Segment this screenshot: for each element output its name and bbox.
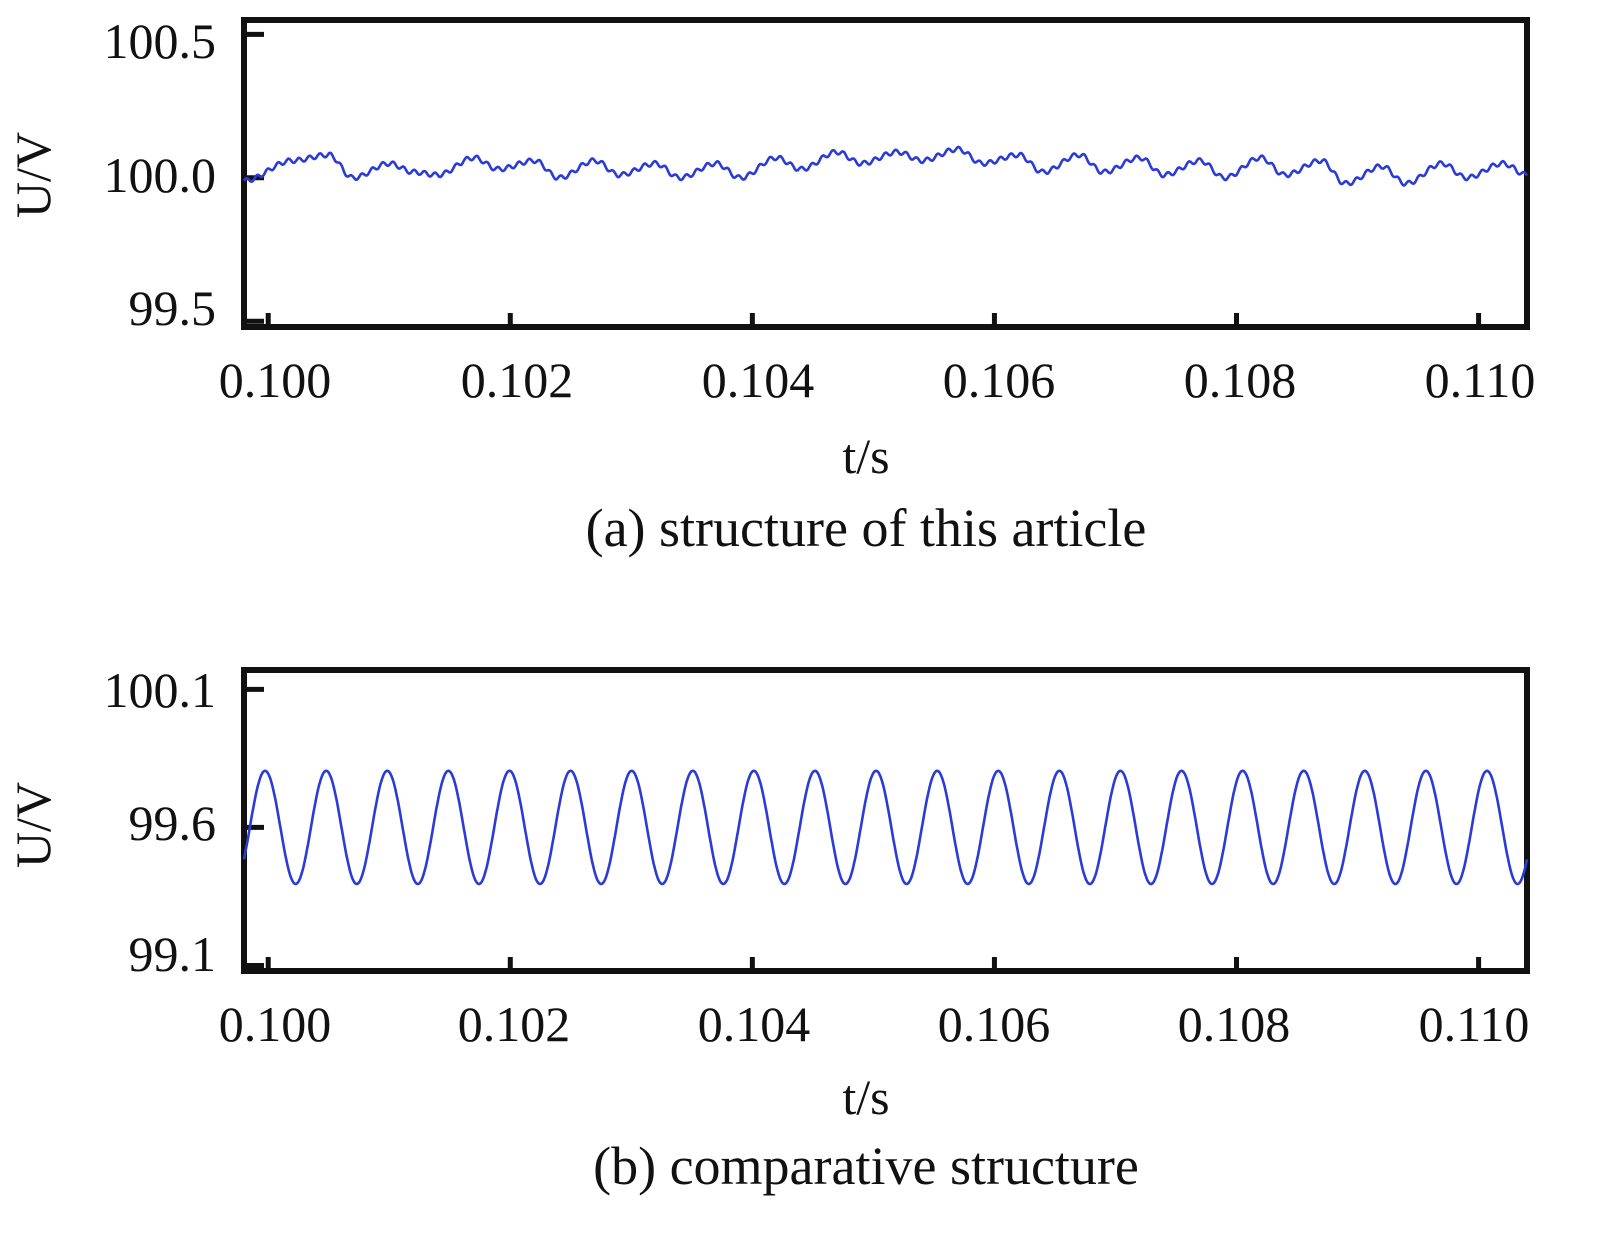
panel-a-ylabel: U/V: [5, 132, 61, 218]
panel-b-ytick-label: 100.1: [104, 662, 217, 718]
panel-b-ylabel: U/V: [5, 782, 61, 868]
panel-a-xtick-label: 0.108: [1184, 352, 1297, 408]
panel-a-ytick-label: 99.5: [129, 280, 217, 336]
panel-a-ytick-label: 100.5: [104, 13, 217, 69]
panel-b-ticks: [244, 686, 1482, 971]
panel-a-xtick-label: 0.106: [943, 352, 1056, 408]
panel-b-caption: (b) comparative structure: [593, 1136, 1139, 1196]
panel-a: 100.5 100.0 99.5 0.100 0.102 0.104 0.106…: [5, 13, 1535, 558]
panel-a-voltage-trace: [242, 145, 1529, 187]
panel-a-xlabel: t/s: [842, 428, 889, 484]
panel-a-ticks: [244, 31, 1482, 327]
panel-a-xtick-label: 0.104: [702, 352, 815, 408]
panel-b-ytick-label: 99.6: [129, 795, 217, 851]
panel-b-xtick-label: 0.108: [1178, 996, 1291, 1052]
panel-a-xtick-label: 0.102: [461, 352, 574, 408]
panel-b-voltage-trace: [242, 769, 1529, 886]
panel-a-ytick-label: 100.0: [104, 147, 217, 203]
panel-b-xlabel: t/s: [842, 1069, 889, 1125]
panel-b-ytick-label: 99.1: [129, 926, 217, 982]
panel-b-xtick-label: 0.100: [219, 996, 332, 1052]
panel-b-xtick-label: 0.102: [458, 996, 571, 1052]
panel-b-xtick-label: 0.106: [938, 996, 1051, 1052]
panel-b-xtick-label: 0.110: [1419, 996, 1530, 1052]
panel-a-xtick-label: 0.110: [1425, 352, 1536, 408]
panel-b: 100.1 99.6 99.1 0.100 0.102 0.104 0.106 …: [5, 662, 1530, 1196]
panel-a-xtick-label: 0.100: [219, 352, 332, 408]
panel-b-plot-frame: [241, 667, 1530, 974]
panel-a-caption: (a) structure of this article: [586, 498, 1147, 558]
panel-b-xtick-label: 0.104: [698, 996, 811, 1052]
